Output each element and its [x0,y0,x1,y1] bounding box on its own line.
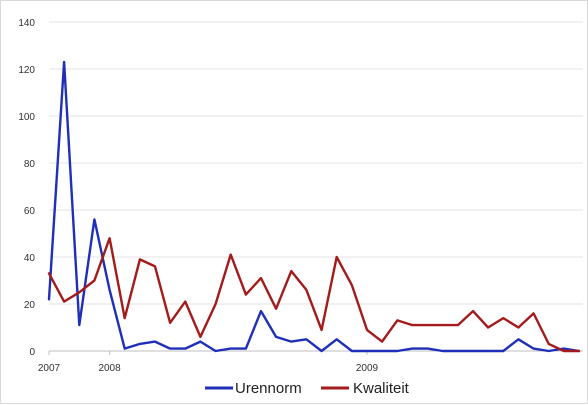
data-point-kwaliteit [275,308,277,310]
data-point-kwaliteit [290,270,292,272]
data-point-kwaliteit [487,326,489,328]
data-point-kwaliteit [442,324,444,326]
data-point-urennorm [336,338,338,340]
y-tick-label: 60 [24,206,36,217]
data-point-urennorm [305,338,307,340]
data-point-urennorm [548,350,550,352]
data-point-urennorm [290,340,292,342]
data-point-kwaliteit [63,300,65,302]
data-point-kwaliteit [457,324,459,326]
series-line-urennorm [47,60,581,353]
data-point-urennorm [411,347,413,349]
y-tick-label: 40 [24,253,36,264]
data-point-kwaliteit [532,312,534,314]
data-point-kwaliteit [93,279,95,281]
y-tick-label: 120 [18,65,35,76]
data-point-urennorm [381,350,383,352]
y-axis: 0 20 40 60 80 100 120 140 [18,18,35,358]
data-point-kwaliteit [48,272,50,274]
data-point-kwaliteit [472,310,474,312]
data-point-urennorm [93,218,95,220]
data-point-urennorm [214,350,216,352]
x-axis: 2007200820092010 [38,351,379,374]
data-point-kwaliteit [305,289,307,291]
data-point-kwaliteit [245,293,247,295]
y-tick-label: 100 [18,112,35,123]
series-lines [47,60,581,353]
data-point-kwaliteit [124,317,126,319]
y-tick-label: 80 [24,159,36,170]
data-point-kwaliteit [578,350,580,352]
data-point-urennorm [154,340,156,342]
x-tick-label: 2008 [98,363,121,374]
data-point-urennorm [48,298,50,300]
data-point-urennorm [78,324,80,326]
data-point-kwaliteit [139,258,141,260]
data-point-urennorm [63,61,65,63]
data-point-kwaliteit [78,291,80,293]
data-point-urennorm [472,350,474,352]
data-point-urennorm [426,347,428,349]
data-point-kwaliteit [381,340,383,342]
data-point-kwaliteit [396,319,398,321]
data-point-urennorm [366,350,368,352]
data-point-kwaliteit [426,324,428,326]
gridlines [49,21,583,352]
y-tick-label: 20 [24,300,36,311]
data-point-urennorm [230,347,232,349]
x-tick-label: 2009 [356,363,379,374]
data-point-kwaliteit [154,265,156,267]
data-point-kwaliteit [320,329,322,331]
data-point-kwaliteit [351,284,353,286]
data-point-kwaliteit [214,303,216,305]
data-point-urennorm [260,310,262,312]
legend-label-urennorm: Urennorm [235,380,302,397]
data-point-urennorm [139,343,141,345]
data-point-urennorm [108,289,110,291]
data-point-urennorm [457,350,459,352]
data-point-kwaliteit [260,277,262,279]
data-point-urennorm [487,350,489,352]
data-point-kwaliteit [336,256,338,258]
data-point-kwaliteit [108,237,110,239]
data-point-kwaliteit [548,343,550,345]
legend: Urennorm Kwaliteit [205,380,410,397]
data-point-urennorm [169,347,171,349]
y-tick-label: 0 [29,347,35,358]
data-point-kwaliteit [517,326,519,328]
x-tick-label: 2007 [38,363,61,374]
data-point-urennorm [442,350,444,352]
data-point-urennorm [184,347,186,349]
data-point-kwaliteit [366,329,368,331]
data-point-urennorm [320,350,322,352]
data-point-urennorm [517,338,519,340]
series-line-kwaliteit [47,236,581,353]
data-point-urennorm [351,350,353,352]
data-point-urennorm [502,350,504,352]
data-point-urennorm [275,336,277,338]
data-point-kwaliteit [411,324,413,326]
data-point-kwaliteit [230,253,232,255]
data-point-urennorm [124,347,126,349]
data-point-kwaliteit [169,322,171,324]
data-point-urennorm [532,347,534,349]
data-point-kwaliteit [184,300,186,302]
data-point-kwaliteit [502,317,504,319]
data-point-kwaliteit [199,336,201,338]
data-point-urennorm [199,340,201,342]
data-point-urennorm [245,347,247,349]
data-point-kwaliteit [563,350,565,352]
y-tick-label: 140 [18,18,35,29]
legend-label-kwaliteit: Kwaliteit [353,380,410,397]
data-point-urennorm [396,350,398,352]
